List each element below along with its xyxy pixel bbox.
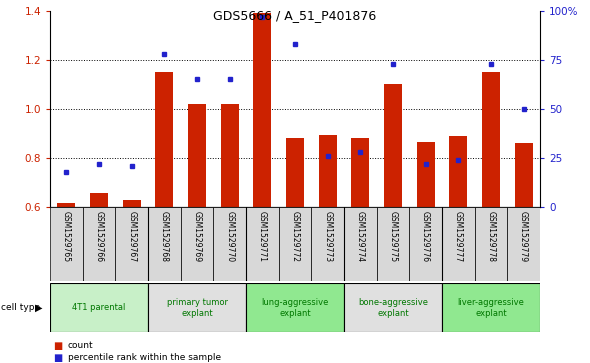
Bar [449, 136, 467, 354]
Text: GDS5666 / A_51_P401876: GDS5666 / A_51_P401876 [214, 9, 376, 22]
FancyBboxPatch shape [312, 207, 344, 281]
FancyBboxPatch shape [83, 207, 116, 281]
Text: GSM1529779: GSM1529779 [519, 211, 528, 262]
Text: ■: ■ [53, 340, 63, 351]
Bar [253, 13, 271, 354]
Bar [188, 104, 206, 354]
Text: GSM1529777: GSM1529777 [454, 211, 463, 262]
Bar [123, 200, 141, 354]
FancyBboxPatch shape [148, 283, 246, 332]
Text: GSM1529778: GSM1529778 [486, 211, 496, 262]
Bar [286, 138, 304, 354]
Text: count: count [68, 341, 93, 350]
Text: GSM1529772: GSM1529772 [290, 211, 300, 262]
Text: ■: ■ [53, 352, 63, 363]
Bar [155, 72, 173, 354]
Text: primary tumor
explant: primary tumor explant [166, 298, 228, 318]
FancyBboxPatch shape [442, 283, 540, 332]
FancyBboxPatch shape [442, 207, 474, 281]
Bar [384, 84, 402, 354]
FancyBboxPatch shape [181, 207, 214, 281]
Text: GSM1529773: GSM1529773 [323, 211, 332, 262]
Bar [482, 72, 500, 354]
Text: percentile rank within the sample: percentile rank within the sample [68, 353, 221, 362]
Text: GSM1529765: GSM1529765 [62, 211, 71, 262]
Text: GSM1529775: GSM1529775 [388, 211, 398, 262]
Bar [221, 104, 239, 354]
FancyBboxPatch shape [50, 283, 148, 332]
FancyBboxPatch shape [344, 283, 442, 332]
FancyBboxPatch shape [148, 207, 181, 281]
Text: ▶: ▶ [35, 303, 42, 313]
FancyBboxPatch shape [50, 207, 83, 281]
Text: GSM1529767: GSM1529767 [127, 211, 136, 262]
Bar [319, 135, 337, 354]
Bar [57, 203, 76, 354]
FancyBboxPatch shape [246, 207, 278, 281]
Text: 4T1 parental: 4T1 parental [73, 303, 126, 312]
FancyBboxPatch shape [409, 207, 442, 281]
Text: bone-aggressive
explant: bone-aggressive explant [358, 298, 428, 318]
FancyBboxPatch shape [214, 207, 246, 281]
FancyBboxPatch shape [246, 283, 344, 332]
Text: cell type: cell type [1, 303, 40, 312]
FancyBboxPatch shape [474, 207, 507, 281]
Text: GSM1529766: GSM1529766 [94, 211, 104, 262]
Bar [514, 143, 533, 354]
FancyBboxPatch shape [344, 207, 376, 281]
Bar [351, 138, 369, 354]
Text: GSM1529769: GSM1529769 [192, 211, 202, 262]
Text: GSM1529774: GSM1529774 [356, 211, 365, 262]
FancyBboxPatch shape [116, 207, 148, 281]
Bar [417, 142, 435, 354]
FancyBboxPatch shape [376, 207, 409, 281]
Bar [90, 193, 108, 354]
Text: GSM1529776: GSM1529776 [421, 211, 430, 262]
Text: GSM1529771: GSM1529771 [258, 211, 267, 262]
FancyBboxPatch shape [278, 207, 312, 281]
Text: liver-aggressive
explant: liver-aggressive explant [457, 298, 525, 318]
FancyBboxPatch shape [507, 207, 540, 281]
Text: GSM1529768: GSM1529768 [160, 211, 169, 262]
Text: lung-aggressive
explant: lung-aggressive explant [261, 298, 329, 318]
Text: GSM1529770: GSM1529770 [225, 211, 234, 262]
